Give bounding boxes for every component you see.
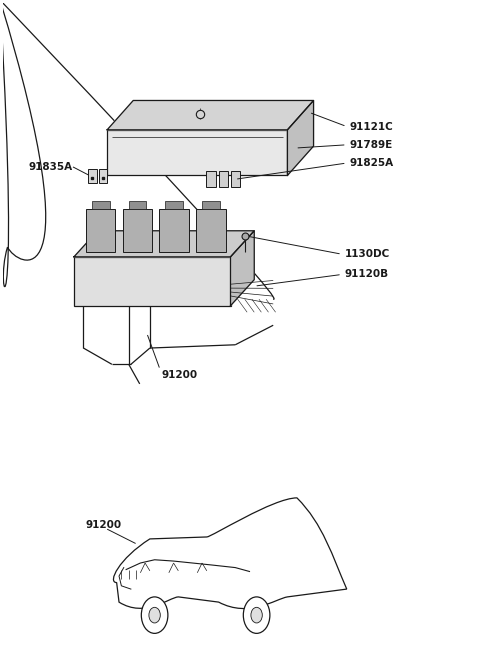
Polygon shape [230,231,254,306]
Bar [165,201,183,210]
Text: 1130DC: 1130DC [344,249,390,260]
Polygon shape [107,101,313,130]
Circle shape [149,607,160,623]
Bar [206,171,216,187]
Bar [129,201,146,210]
PathPatch shape [113,498,347,608]
Text: 91200: 91200 [162,370,198,380]
Text: 91120B: 91120B [344,269,388,279]
Bar [196,210,226,252]
Bar [159,210,189,252]
Text: 91825A: 91825A [349,158,393,168]
Text: 91200: 91200 [86,520,122,530]
Polygon shape [288,101,313,175]
Bar [202,201,220,210]
Bar [98,169,107,183]
Bar [86,210,116,252]
Bar [92,201,109,210]
Bar [88,169,96,183]
Bar [107,130,288,175]
Circle shape [141,597,168,633]
Bar [219,171,228,187]
Bar [231,171,240,187]
Text: 91835A: 91835A [29,162,73,172]
Polygon shape [74,231,254,257]
Text: 91789E: 91789E [349,140,392,150]
Bar [74,257,230,306]
Text: 91121C: 91121C [349,122,393,131]
Circle shape [243,597,270,633]
Circle shape [251,607,262,623]
Bar [122,210,152,252]
